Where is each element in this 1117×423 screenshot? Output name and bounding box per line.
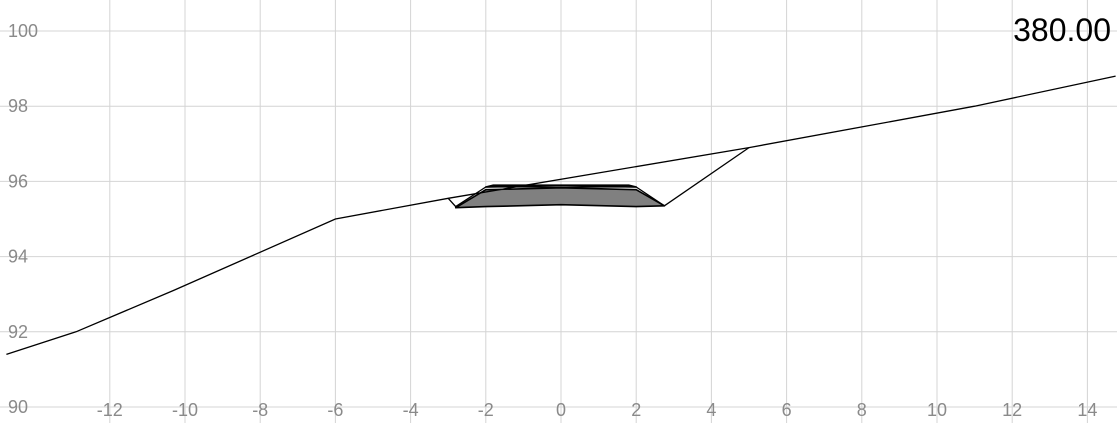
y-tick-label-92: 92 xyxy=(8,322,28,342)
pavement-lower xyxy=(454,187,666,209)
pavement-layers xyxy=(454,184,666,209)
station-label: 380.00 xyxy=(1013,12,1111,48)
series-ground xyxy=(6,75,1116,356)
x-tick-label-8: 8 xyxy=(857,400,867,420)
x-tick-label-2: 2 xyxy=(631,400,641,420)
tick-labels: -12 -10 -8 -6 -4 -2 0 2 4 6 8 10 12 14 90 92 94 96 98 100 xyxy=(8,21,1097,420)
x-tick-label--4: -4 xyxy=(403,400,419,420)
y-tick-label-98: 98 xyxy=(8,96,28,116)
x-tick-label--8: -8 xyxy=(252,400,268,420)
x-tick-label-0: 0 xyxy=(556,400,566,420)
x-tick-label--6: -6 xyxy=(327,400,343,420)
x-tick-label-4: 4 xyxy=(706,400,716,420)
y-tick-label-94: 94 xyxy=(8,247,28,267)
x-tick-label-12: 12 xyxy=(1002,400,1022,420)
x-tick-label--12: -12 xyxy=(97,400,123,420)
y-tick-label-96: 96 xyxy=(8,171,28,191)
y-tick-label-100: 100 xyxy=(8,21,38,41)
y-tick-label-90: 90 xyxy=(8,397,28,417)
x-tick-label--10: -10 xyxy=(172,400,198,420)
x-tick-label--2: -2 xyxy=(478,400,494,420)
profile-lines xyxy=(6,75,1116,356)
x-tick-label-6: 6 xyxy=(782,400,792,420)
series-design xyxy=(447,147,750,208)
x-tick-label-14: 14 xyxy=(1077,400,1097,420)
x-tick-label-10: 10 xyxy=(927,400,947,420)
